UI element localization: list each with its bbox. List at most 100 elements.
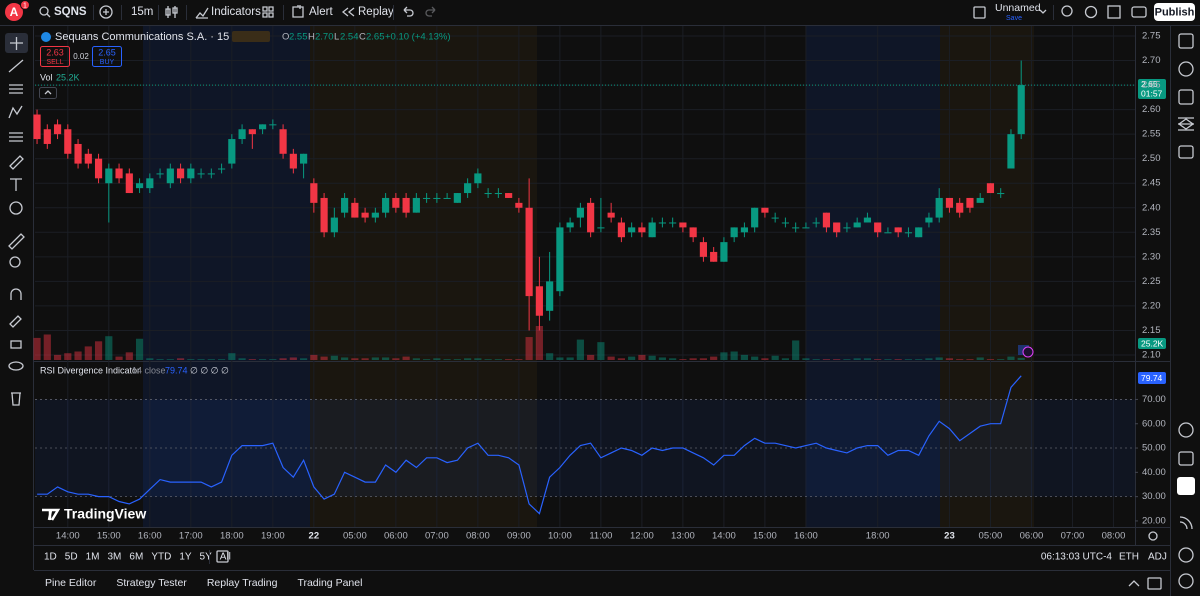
x-tick-label: 14:00 [56,531,80,542]
volume-bar [392,358,400,360]
buy-label: BUY [100,59,115,66]
volume-bar [135,338,144,360]
undo-button[interactable] [403,6,414,17]
sell-button[interactable] [40,46,70,67]
forecast-tool[interactable] [9,132,23,142]
collapse-legend[interactable] [39,87,57,99]
emoji-tool[interactable] [9,201,23,215]
range-button[interactable]: 3M [108,552,122,563]
y-tick-label: 2.15 [1142,325,1161,336]
session-toggle[interactable]: ETH [1119,552,1139,563]
settings-button[interactable] [1084,5,1098,19]
candle-body [566,222,574,228]
range-button[interactable]: 5Y [200,552,213,563]
snapshot-button[interactable] [1131,6,1147,18]
date-range-button[interactable] [216,550,229,563]
quick-search[interactable] [1061,5,1073,17]
redo-button[interactable] [425,6,436,17]
volume-bar [925,358,933,360]
range-button[interactable]: All [220,552,231,563]
range-button[interactable]: YTD [151,552,171,563]
stream-button[interactable] [1179,516,1193,530]
volume-bar [945,358,954,360]
expand-panel[interactable] [1128,580,1140,587]
text-tool[interactable] [10,178,22,191]
candle-body [997,193,1005,195]
layout-menu[interactable] [1039,9,1047,14]
candle-body [402,197,410,213]
symbol[interactable]: SQNS [54,6,87,18]
axis-settings[interactable] [1148,531,1158,541]
layout-name[interactable]: Unnamed [995,2,1041,14]
candle-body [617,222,625,238]
replay-button[interactable]: Replay [358,6,394,18]
candle-body [802,227,810,229]
chat-button[interactable] [1178,145,1194,159]
templates-icon[interactable] [262,6,274,18]
y-tick-label: 20.00 [1142,515,1166,526]
candle-body [781,222,790,224]
footer-tab[interactable]: Replay Trading [207,577,278,589]
alerts-button[interactable] [1178,61,1194,77]
news-button[interactable] [1178,89,1194,105]
lock-tool[interactable] [10,340,22,349]
watchlist-button[interactable] [1178,33,1194,49]
candle-body [915,227,923,238]
drawing-mode[interactable] [9,315,22,328]
x-tick-label: 07:00 [1061,531,1085,542]
pattern-tool[interactable] [8,105,23,119]
remove-tool[interactable] [11,392,21,406]
candle-body [423,197,431,199]
range-button[interactable]: 6M [129,552,143,563]
brush-tool[interactable] [9,155,24,170]
buy-button[interactable] [92,46,122,67]
apps-button[interactable] [1177,477,1195,495]
calendar-button[interactable] [1178,451,1194,466]
zoom-tool[interactable] [9,256,21,268]
trendline-tool[interactable] [8,59,24,73]
candle-body [33,114,41,140]
ideas-button[interactable] [1178,117,1194,131]
avatar-letter: A [10,5,19,19]
candle-body [535,286,543,316]
fib-tool[interactable] [9,84,23,94]
interval[interactable]: 15m [131,6,153,18]
fullscreen-button[interactable] [1107,5,1121,19]
chart-type-icon[interactable] [165,6,178,18]
target-button[interactable] [1178,422,1194,438]
footer-tab[interactable]: Pine Editor [45,577,97,589]
footer-tab[interactable]: Strategy Tester [116,577,187,589]
clock[interactable]: 06:13:03 UTC-4 [1041,552,1113,563]
layers-button[interactable] [1177,118,1195,130]
volume-bar [669,358,677,360]
publish-button[interactable] [1154,3,1195,21]
volume-bar [546,353,554,360]
alert-button[interactable]: Alert [309,6,333,18]
range-button[interactable]: 5D [65,552,78,563]
sell-price: 2.63 [46,47,64,57]
add-symbol[interactable] [99,5,113,19]
avatar[interactable] [5,3,23,21]
event-icon[interactable] [1022,346,1034,358]
magnet-tool[interactable] [10,288,22,300]
flag-button[interactable] [1178,547,1194,563]
indicators-button[interactable]: Indicators [211,6,261,18]
ruler-tool[interactable] [8,233,25,250]
candle-body [320,197,328,233]
adjust-toggle[interactable]: ADJ [1148,552,1167,563]
volume-bar [74,351,82,360]
search-icon [46,13,51,18]
maximize-panel[interactable] [1147,577,1162,590]
save-label[interactable]: Save [1006,15,1022,22]
volume-bar [33,337,41,360]
volume-bar [617,358,625,360]
range-button[interactable]: 1D [44,552,57,563]
help-button[interactable] [1178,573,1194,589]
crosshair-tool[interactable] [10,37,23,50]
range-button[interactable]: 1Y [179,552,192,563]
layout-icon[interactable] [973,6,986,19]
range-button[interactable]: 1M [86,552,100,563]
volume-bar [166,359,174,360]
visibility-tool[interactable] [8,361,24,371]
footer-tab[interactable]: Trading Panel [297,577,362,589]
